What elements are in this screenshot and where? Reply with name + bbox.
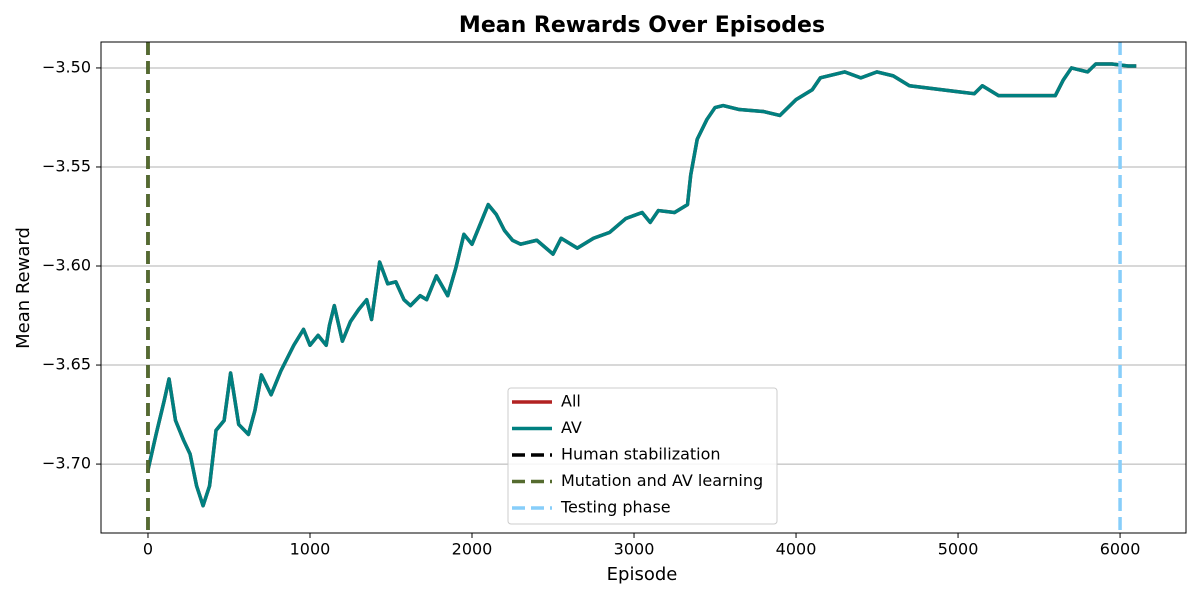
x-axis-label: Episode [607,564,678,585]
x-tick-label: 1000 [290,540,331,559]
legend-label: All [561,392,581,411]
x-tick-label: 4000 [776,540,817,559]
y-tick-label: −3.65 [42,355,91,374]
x-tick-label: 0 [143,540,153,559]
x-tick-label: 2000 [452,540,493,559]
series-line [146,62,1137,508]
y-tick-label: −3.50 [42,57,91,76]
x-tick-label: 6000 [1100,540,1141,559]
y-tick-label: −3.60 [42,256,91,275]
y-tick-label: −3.70 [42,454,91,473]
x-tick-label: 3000 [614,540,655,559]
legend-label: Mutation and AV learning [561,471,763,490]
legend-label: Human stabilization [561,445,721,464]
plot-frame [100,41,1187,534]
y-axis-label: Mean Reward [13,227,34,349]
legend-label: Testing phase [560,498,671,517]
chart-title: Mean Rewards Over Episodes [459,13,825,38]
y-tick-label: −3.55 [42,156,91,175]
legend-label: AV [561,418,582,437]
x-tick-label: 5000 [938,540,979,559]
legend-box [507,387,778,525]
